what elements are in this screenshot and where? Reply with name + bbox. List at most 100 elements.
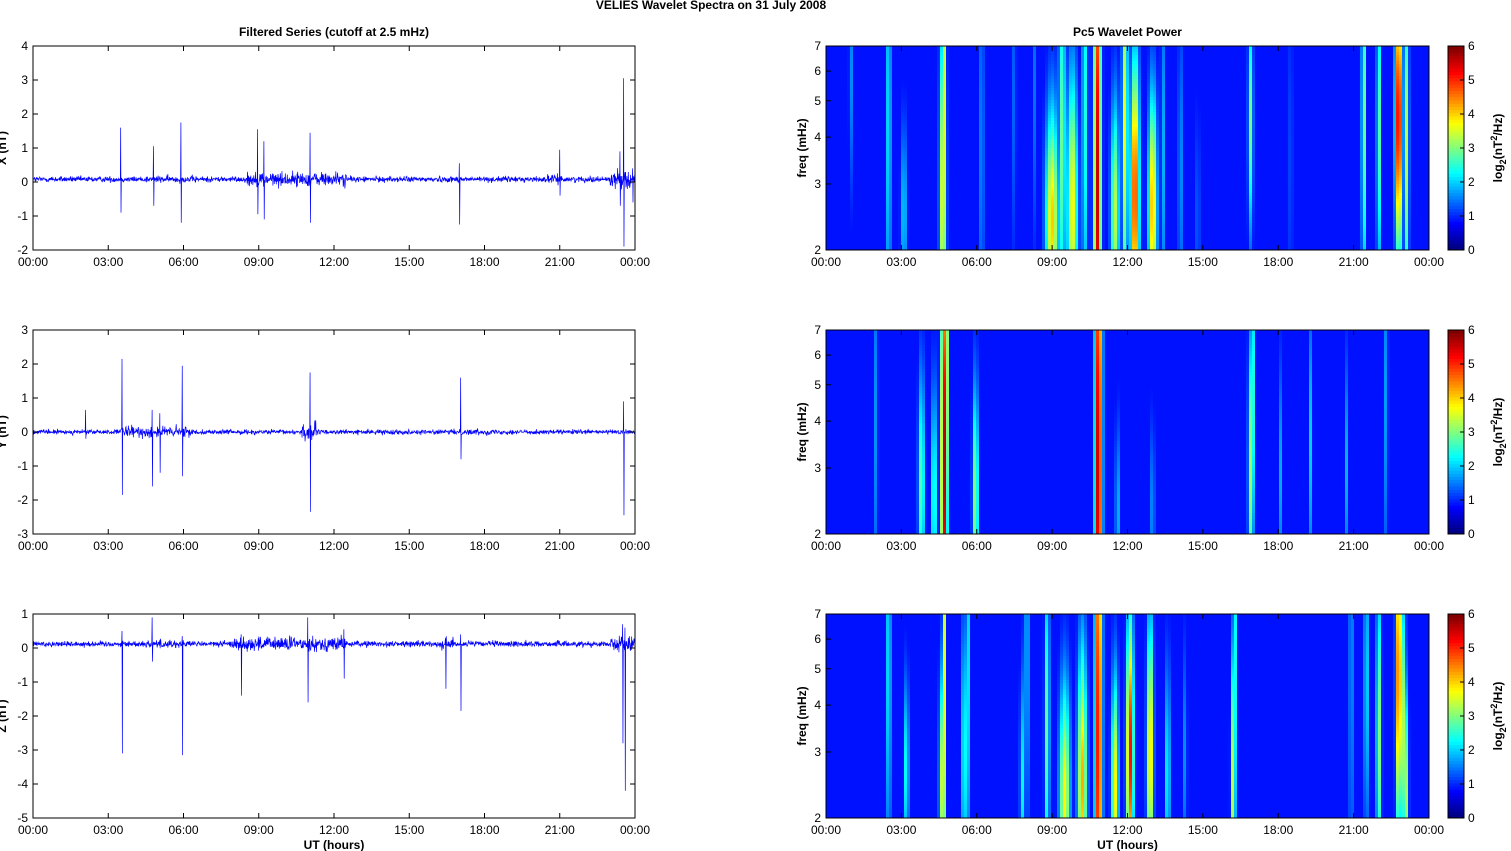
y-axis-label: freq (mHz) (795, 686, 809, 745)
colorbar-label: log2(nT2/Hz) (1489, 398, 1508, 467)
x-tick-label: 21:00 (545, 539, 575, 553)
x-tick-label: 03:00 (93, 539, 123, 553)
x-tick-label: 21:00 (1339, 539, 1369, 553)
y-tick-label: -1 (17, 675, 28, 689)
colorbar-label: log2(nT2/Hz) (1489, 682, 1508, 751)
x-tick-label: 21:00 (545, 255, 575, 269)
panel-title: Pc5 Wavelet Power (1073, 25, 1182, 39)
plots-group: Filtered Series (cutoff at 2.5 mHz) -2 -1 0… (0, 25, 1508, 851)
x-tick-label: 12:00 (1112, 255, 1142, 269)
y-tick-label: 4 (814, 698, 821, 712)
x-tick-label: 15:00 (394, 823, 424, 837)
x-tick-label: 00:00 (620, 255, 650, 269)
x-tick-label: 15:00 (1188, 539, 1218, 553)
colorbar-tick-label: 2 (1468, 459, 1475, 473)
y-tick-label: 4 (814, 414, 821, 428)
series-panel-2: -3-2-10123Y (nT)00:0003:0006:0009:0012:0… (0, 323, 650, 553)
x-tick-label: 18:00 (469, 823, 499, 837)
x-tick-label: 09:00 (244, 823, 274, 837)
x-tick-label: 06:00 (962, 539, 992, 553)
x-tick-label: 03:00 (886, 539, 916, 553)
colorbar-tick-label: 2 (1468, 175, 1475, 189)
x-tick-label: 00:00 (1414, 823, 1444, 837)
y-axis-label: Z (nT) (0, 699, 9, 732)
x-tick-label: 18:00 (1263, 255, 1293, 269)
plot-area (33, 614, 635, 818)
y-tick-label: 5 (814, 378, 821, 392)
x-tick-label: 06:00 (168, 255, 198, 269)
y-axis-label: Y (nT) (0, 415, 9, 449)
y-tick-label: 2 (21, 107, 28, 121)
y-tick-label: 3 (21, 73, 28, 87)
x-tick-label: 00:00 (1414, 255, 1444, 269)
plot-area (33, 46, 635, 250)
x-tick-label: 12:00 (1112, 539, 1142, 553)
colorbar-tick-label: 2 (1468, 743, 1475, 757)
y-tick-label: 4 (21, 39, 28, 53)
y-tick-label: 6 (814, 348, 821, 362)
x-tick-label: 03:00 (93, 255, 123, 269)
x-tick-label: 00:00 (620, 823, 650, 837)
x-tick-label: 00:00 (18, 539, 48, 553)
colorbar-tick-label: 6 (1468, 607, 1475, 621)
x-tick-label: 18:00 (1263, 823, 1293, 837)
x-tick-label: 18:00 (1263, 539, 1293, 553)
x-tick-label: 09:00 (244, 255, 274, 269)
x-tick-label: 00:00 (811, 823, 841, 837)
x-tick-label: 03:00 (93, 823, 123, 837)
x-tick-label: 00:00 (620, 539, 650, 553)
series-panel-1: Filtered Series (cutoff at 2.5 mHz)-2-10… (0, 25, 650, 269)
colorbar-tick-label: 5 (1468, 73, 1475, 87)
y-tick-label: 5 (814, 662, 821, 676)
x-tick-label: 00:00 (811, 255, 841, 269)
x-tick-label: 15:00 (1188, 823, 1218, 837)
x-tick-label: 21:00 (545, 823, 575, 837)
y-tick-label: 7 (814, 323, 821, 337)
x-tick-label: 06:00 (168, 539, 198, 553)
colorbar-tick-label: 4 (1468, 675, 1475, 689)
x-tick-label: 00:00 (1414, 539, 1444, 553)
x-tick-label: 21:00 (1339, 255, 1369, 269)
heatmap-cells (826, 330, 1429, 534)
colorbar-tick-label: 6 (1468, 323, 1475, 337)
y-tick-label: -2 (17, 709, 28, 723)
colorbar-tick-label: 0 (1468, 527, 1475, 541)
x-tick-label: 12:00 (1112, 823, 1142, 837)
y-tick-label: 0 (21, 175, 28, 189)
x-tick-label: 06:00 (962, 255, 992, 269)
y-tick-label: 7 (814, 39, 821, 53)
x-tick-label: 09:00 (1037, 255, 1067, 269)
x-tick-label: 18:00 (469, 255, 499, 269)
y-tick-label: 0 (21, 425, 28, 439)
colorbar-tick-label: 5 (1468, 641, 1475, 655)
y-tick-label: 3 (814, 745, 821, 759)
y-tick-label: 3 (814, 461, 821, 475)
colorbar-tick-label: 4 (1468, 391, 1475, 405)
y-tick-label: 1 (21, 141, 28, 155)
y-tick-label: 4 (814, 130, 821, 144)
x-tick-label: 21:00 (1339, 823, 1369, 837)
panel-title: Filtered Series (cutoff at 2.5 mHz) (239, 25, 429, 39)
x-tick-label: 15:00 (394, 539, 424, 553)
figure-title: VELIES Wavelet Spectra on 31 July 2008 (596, 0, 827, 12)
x-tick-label: 12:00 (319, 823, 349, 837)
colorbar-tick-label: 3 (1468, 709, 1475, 723)
y-tick-label: -4 (17, 777, 28, 791)
x-tick-label: 15:00 (1188, 255, 1218, 269)
x-tick-label: 09:00 (1037, 823, 1067, 837)
colorbar-tick-label: 0 (1468, 811, 1475, 825)
heatmap-cells (826, 46, 1429, 250)
series-panel-3: -5-4-3-2-101Z (nT)00:0003:0006:0009:0012… (0, 607, 650, 851)
y-tick-label: -1 (17, 209, 28, 223)
x-tick-label: 09:00 (244, 539, 274, 553)
colorbar-tick-label: 4 (1468, 107, 1475, 121)
x-tick-label: 15:00 (394, 255, 424, 269)
colorbar-tick-label: 0 (1468, 243, 1475, 257)
colorbar-tick-label: 3 (1468, 425, 1475, 439)
